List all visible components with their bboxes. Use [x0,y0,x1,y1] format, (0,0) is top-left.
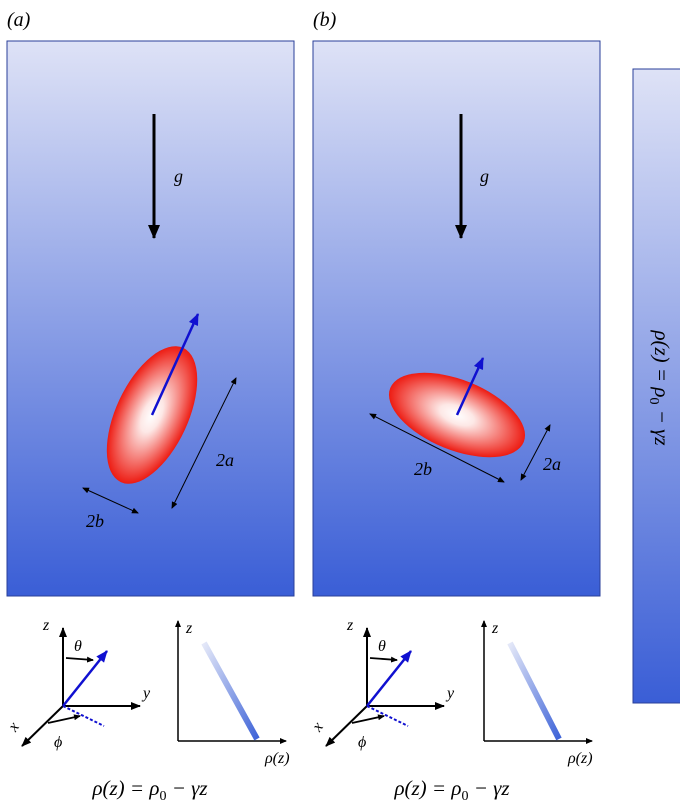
density-line-b [507,641,562,741]
y-label-a: y [141,685,151,702]
major-axis-label-a: 2a [216,450,234,470]
projection-line-b [366,705,409,727]
x-axis-a [21,705,64,747]
z-label-b: z [346,617,354,634]
gravity-label-b: g [480,166,489,186]
minor-axis-label-b: 2a [543,454,561,474]
y-label-b: y [445,685,455,702]
orientation-vector-a [62,650,108,707]
colorbar-strip [632,68,680,704]
density-profile-b: z ρ(z) [481,620,593,767]
projection-line-a [62,705,105,727]
profile-z-label-a: z [185,620,193,637]
phi-arc-b [351,714,385,724]
profile-rho-label-b: ρ(z) [567,750,593,767]
minor-axis-label-a: 2b [86,511,104,531]
coordinate-axes-a: z y x θ ϕ [4,617,151,751]
panel-b: (b) g 2b 2a z y x θ ϕ [308,9,601,804]
phi-arc-a [47,714,81,724]
theta-label-a: θ [74,638,82,655]
profile-z-label-b: z [491,620,499,637]
gravity-label-a: g [174,166,183,186]
fluid-tank-a [6,40,295,597]
density-line-a [201,641,260,741]
equation-a: ρ(z) = ρ0 − γz [91,776,207,804]
phi-label-b: ϕ [358,734,366,751]
phi-label-a: ϕ [54,734,62,751]
z-label-a: z [42,617,50,634]
major-axis-dim-b [369,413,505,483]
theta-label-b: θ [378,638,386,655]
x-label-b: x [308,719,327,735]
panel-a: (a) g 2a 2b z y x θ ϕ [4,9,295,804]
equation-b: ρ(z) = ρ0 − γz [393,776,509,804]
density-colorbar: ρ(z) = ρ0 − γz [632,68,680,704]
minor-axis-dim-a [82,487,139,514]
panel-b-label: (b) [313,9,337,31]
x-label-a: x [4,719,23,735]
major-axis-label-b: 2b [414,459,432,479]
density-profile-a: z ρ(z) [175,620,290,767]
x-axis-b [325,705,368,747]
minor-axis-dim-b [520,424,551,481]
panel-a-label: (a) [7,9,31,31]
theta-arc-a [65,656,94,663]
orientation-arrow-a [150,313,200,416]
orientation-vector-b [366,650,412,707]
coordinate-axes-b: z y x θ ϕ [308,617,455,751]
fluid-tank-b [312,40,601,597]
orientation-arrow-b [455,357,485,416]
profile-rho-label-a: ρ(z) [264,750,290,767]
theta-arc-b [369,656,398,663]
major-axis-dim-a [171,377,237,509]
colorbar-label: ρ(z) = ρ0 − γz [646,329,674,445]
